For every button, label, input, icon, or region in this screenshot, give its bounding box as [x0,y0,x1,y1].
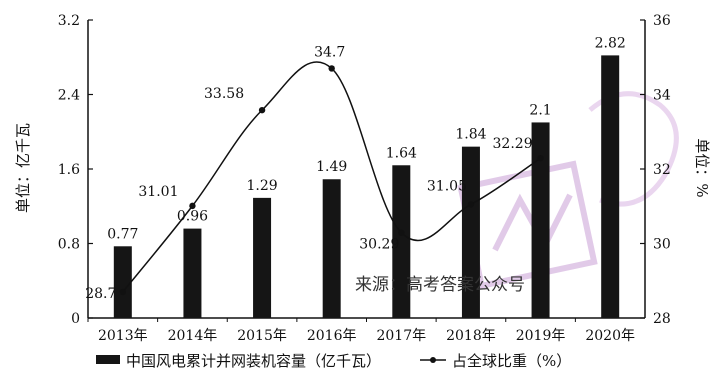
bar-data-label: 2.82 [595,35,626,51]
line-point [258,106,266,114]
line-data-label: 31.05 [427,178,467,194]
bar-data-label: 1.64 [386,145,417,161]
line-point [119,288,127,296]
legend-line-label: 占全球比重（%） [452,352,571,370]
bar [461,146,480,318]
bar-data-label: 0.77 [107,226,138,242]
watermark-stamp [457,91,679,290]
left-axis-ticks: 0 0.8 1.6 2.4 3.2 [58,13,93,327]
x-tick-label: 2019年 [516,328,566,344]
x-axis-ticks: 2013年 2014年 2015年 2016年 2017年 2018年 2019年 2020年 [87,318,635,344]
x-tick-label: 2018年 [446,328,496,344]
x-tick-label: 2016年 [307,328,357,344]
line-data-labels: 28.7 31.01 33.58 34.7 30.29 31.05 32.29 [85,44,533,302]
legend-bar-label: 中国风电累计并网装机容量（亿千瓦） [126,352,381,370]
bar-series [113,55,620,318]
left-tick-label: 3.2 [58,13,80,29]
left-tick-label: 1.6 [58,162,80,178]
bar [392,165,411,318]
bar-data-label: 1.49 [316,159,347,175]
bar-data-label: 2.1 [529,102,551,118]
right-axis-title: 单位：% [693,138,710,197]
bar [322,179,341,318]
legend-bar-swatch [96,355,120,364]
right-tick-label: 30 [653,237,671,253]
line-data-label: 30.29 [359,237,399,253]
line-data-label: 33.58 [204,86,244,102]
x-tick-label: 2013年 [98,328,148,344]
bar [183,228,202,318]
bar-data-label: 0.96 [177,209,208,225]
bar-data-label: 1.84 [455,127,486,143]
legend-line-marker [430,357,436,363]
line-data-label: 31.01 [138,184,178,200]
bar [531,122,550,318]
x-tick-label: 2015年 [237,328,287,344]
line-point [398,229,405,236]
x-tick-label: 2017年 [376,328,426,344]
line-data-label: 28.7 [85,286,116,302]
bar-data-labels: 0.77 0.96 1.29 1.49 1.64 1.84 2.1 2.82 [107,35,626,242]
x-tick-label: 2020年 [585,328,635,344]
right-tick-label: 34 [653,88,671,104]
right-axis-ticks: 28 30 32 34 36 [640,13,671,327]
legend: 中国风电累计并网装机容量（亿千瓦） 占全球比重（%） [96,352,571,370]
line-series [119,61,544,296]
line-point [328,65,335,72]
bar [113,246,132,318]
right-tick-label: 28 [653,311,671,327]
bar [601,55,620,318]
x-tick-label: 2014年 [168,328,218,344]
source-annotation: 来源：高考答案公众号 [355,275,525,295]
line-data-label: 34.7 [314,44,345,60]
line-point [189,202,196,210]
line-data-label: 32.29 [493,136,533,152]
left-tick-label: 0 [71,311,80,327]
right-tick-label: 32 [653,162,671,178]
line-point [537,154,544,162]
left-axis-title: 单位：亿千瓦 [14,123,32,213]
left-tick-label: 2.4 [58,88,80,104]
bar [253,197,272,318]
bar-data-label: 1.29 [246,178,277,194]
right-tick-label: 36 [653,13,671,29]
left-tick-label: 0.8 [58,237,80,253]
line-point [467,201,475,208]
